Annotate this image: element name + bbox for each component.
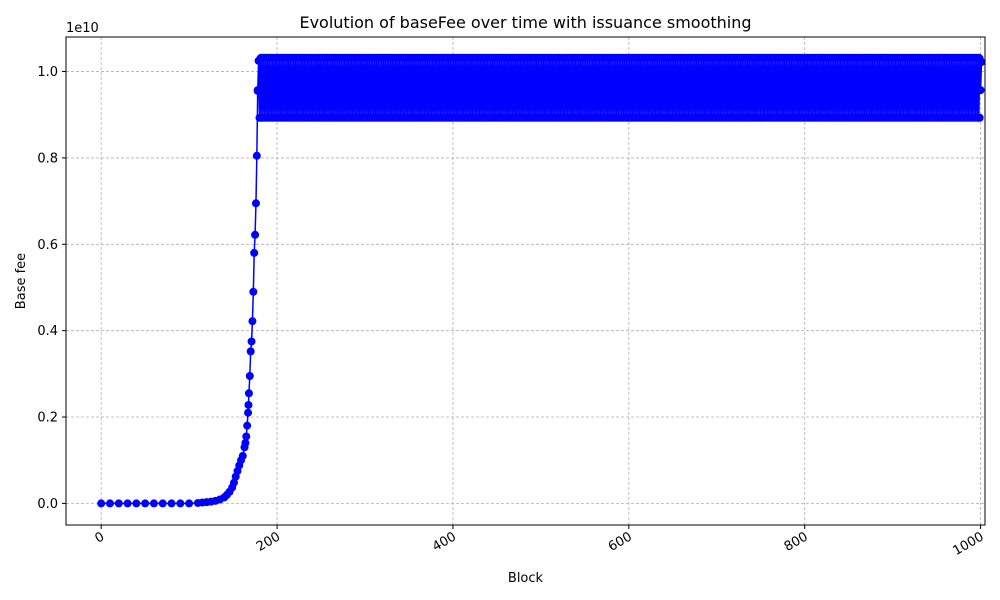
data-point	[185, 499, 194, 508]
data-point	[158, 499, 167, 508]
data-point	[250, 248, 259, 257]
data-point	[251, 230, 260, 239]
data-point	[229, 478, 238, 487]
data-point	[149, 499, 158, 508]
data-point	[253, 86, 262, 95]
data-point	[238, 451, 247, 460]
data-point	[123, 499, 132, 508]
data-point	[248, 317, 257, 326]
data-point	[241, 438, 250, 447]
data-point	[141, 499, 150, 508]
data-point	[973, 86, 982, 95]
data-point	[245, 372, 254, 381]
chart-title: Evolution of baseFee over time with issu…	[299, 13, 751, 32]
data-point	[105, 499, 114, 508]
x-axis-title: Block	[508, 571, 544, 586]
y-tick-label: 0.0	[37, 497, 58, 512]
y-tick-label: 1.0	[37, 65, 58, 80]
data-point	[244, 408, 253, 417]
y-tick-label: 0.2	[37, 411, 58, 426]
data-point	[974, 113, 983, 122]
data-point	[244, 400, 253, 409]
y-tick-label: 0.6	[37, 238, 58, 253]
data-point	[97, 499, 106, 508]
series-base-fee	[97, 53, 986, 508]
data-point	[977, 58, 986, 67]
y-axis-ticks: 0.0 0.2 0.4 0.6 0.8 1.0	[37, 65, 66, 512]
data-point	[132, 499, 141, 508]
data-point	[114, 499, 123, 508]
data-point	[176, 499, 185, 508]
plot-frame	[65, 36, 986, 526]
data-point	[246, 347, 255, 356]
y-tick-label: 0.4	[37, 324, 58, 339]
data-point	[247, 337, 256, 346]
data-point	[252, 151, 261, 160]
data-point	[251, 199, 260, 208]
y-axis-title: Base fee	[14, 253, 29, 309]
data-point	[244, 389, 253, 398]
data-point	[242, 432, 251, 441]
data-point	[243, 421, 252, 430]
y-tick-label: 0.8	[37, 151, 58, 166]
data-point	[167, 499, 176, 508]
y-axis-offset-label: 1e10	[66, 21, 99, 36]
data-point	[249, 287, 258, 296]
